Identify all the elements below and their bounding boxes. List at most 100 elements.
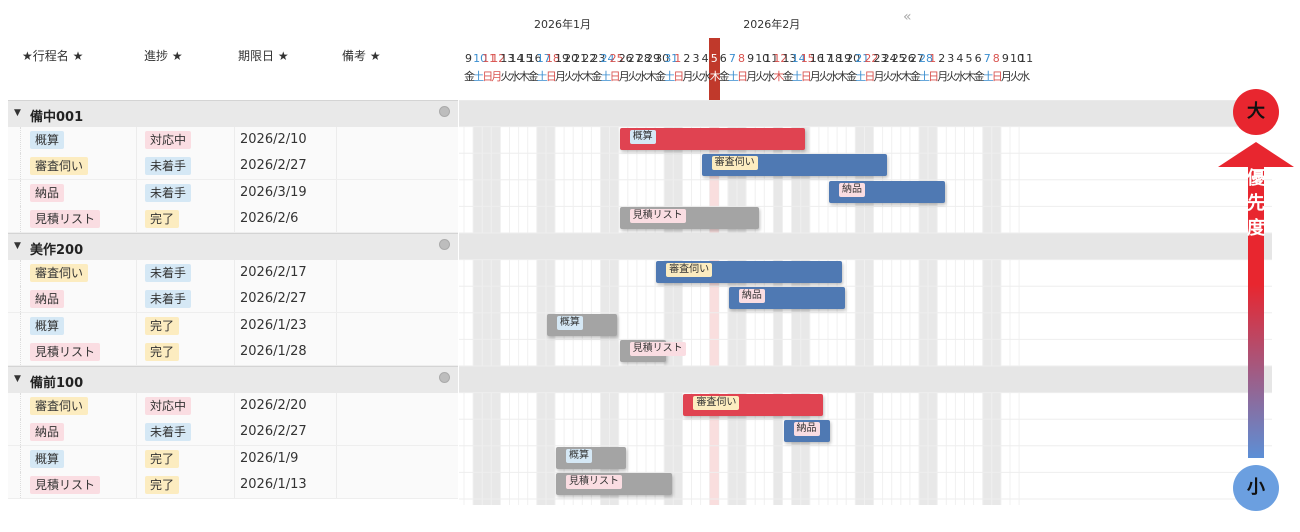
tree-line: [20, 259, 22, 286]
weekday-label: 金: [782, 70, 794, 83]
task-bar[interactable]: 見積リスト: [619, 207, 759, 230]
column-divider: [234, 206, 235, 233]
group-header[interactable]: ▼ 備中001: [8, 100, 458, 127]
today-marker: [708, 38, 720, 100]
task-row[interactable]: 納品 未着手 2026/2/27: [8, 286, 458, 314]
status-badge[interactable]: 未着手: [145, 263, 192, 282]
task-name-tag[interactable]: 概算: [30, 316, 65, 335]
status-badge[interactable]: 対応中: [145, 130, 192, 149]
day-number: 15: [800, 52, 815, 65]
day-number: 13: [500, 52, 515, 65]
task-row[interactable]: 審査伺い 未着手 2026/2/27: [8, 153, 458, 181]
deadline-date[interactable]: 2026/2/27: [240, 158, 307, 174]
task-bar[interactable]: 納品: [829, 180, 946, 203]
status-badge[interactable]: 完了: [145, 476, 180, 495]
group-menu-icon[interactable]: [439, 239, 450, 250]
group-header[interactable]: ▼ 美作200: [8, 233, 458, 260]
group-name: 美作200: [30, 243, 84, 258]
task-row[interactable]: 審査伺い 対応中 2026/2/20: [8, 392, 458, 420]
task-bar[interactable]: 納品: [783, 420, 830, 443]
task-name-tag[interactable]: 見積リスト: [30, 476, 101, 495]
task-bar[interactable]: 概算: [546, 313, 617, 336]
day-number: 2: [938, 52, 946, 65]
task-bar[interactable]: 審査伺い: [683, 393, 823, 416]
task-row[interactable]: 審査伺い 未着手 2026/2/17: [8, 259, 458, 287]
column-divider: [234, 392, 235, 419]
task-bar[interactable]: 見積リスト: [556, 473, 673, 496]
column-divider: [336, 286, 337, 313]
deadline-date[interactable]: 2026/2/17: [240, 264, 307, 280]
task-row[interactable]: 納品 未着手 2026/2/27: [8, 419, 458, 447]
weekday-label: 金: [591, 70, 603, 83]
weekday-label: 金: [909, 70, 921, 83]
task-row[interactable]: 見積リスト 完了 2026/1/13: [8, 472, 458, 500]
weekday-label: 水: [828, 70, 839, 83]
task-name-tag[interactable]: 概算: [30, 130, 65, 149]
task-name-tag[interactable]: 審査伺い: [30, 157, 89, 176]
tree-line: [20, 126, 22, 153]
group-menu-icon[interactable]: [439, 372, 450, 383]
deadline-date[interactable]: 2026/1/13: [240, 477, 307, 493]
task-name-tag[interactable]: 納品: [30, 183, 65, 202]
deadline-date[interactable]: 2026/2/10: [240, 131, 307, 147]
column-notes[interactable]: 備考 ★: [342, 49, 381, 63]
deadline-date[interactable]: 2026/1/23: [240, 317, 307, 333]
task-row[interactable]: 見積リスト 完了 2026/1/28: [8, 339, 458, 367]
tree-line: [20, 419, 22, 446]
deadline-date[interactable]: 2026/1/9: [240, 450, 299, 466]
status-badge[interactable]: 完了: [145, 343, 180, 362]
column-task-name[interactable]: ★行程名 ★: [22, 49, 84, 63]
status-badge[interactable]: 完了: [145, 316, 180, 335]
task-bar[interactable]: 審査伺い: [656, 260, 842, 283]
task-bar[interactable]: 納品: [728, 287, 845, 310]
column-divider: [136, 153, 137, 180]
task-row[interactable]: 概算 対応中 2026/2/10: [8, 126, 458, 154]
expand-triangle-icon[interactable]: ▼: [14, 108, 21, 118]
status-badge[interactable]: 未着手: [145, 290, 192, 309]
task-name-tag[interactable]: 見積リスト: [30, 343, 101, 362]
deadline-date[interactable]: 2026/3/19: [240, 184, 307, 200]
group-menu-icon[interactable]: [439, 106, 450, 117]
task-name-tag[interactable]: 審査伺い: [30, 263, 89, 282]
task-name-tag[interactable]: 見積リスト: [30, 210, 101, 229]
column-divider: [336, 179, 337, 206]
task-bar[interactable]: 概算: [556, 446, 626, 469]
status-badge[interactable]: 未着手: [145, 183, 192, 202]
weekday-label: 木: [964, 70, 976, 83]
status-badge[interactable]: 対応中: [145, 396, 192, 415]
day-number: 16: [809, 52, 824, 65]
deadline-date[interactable]: 2026/2/20: [240, 397, 307, 413]
tree-line: [20, 179, 22, 206]
task-bar[interactable]: 見積リスト: [619, 340, 686, 363]
status-badge[interactable]: 完了: [145, 210, 180, 229]
task-name-tag[interactable]: 納品: [30, 290, 65, 309]
day-number: 10: [473, 52, 488, 65]
column-divider: [234, 419, 235, 446]
task-row[interactable]: 概算 完了 2026/1/23: [8, 312, 458, 340]
group-header[interactable]: ▼ 備前100: [8, 366, 458, 393]
task-row[interactable]: 納品 未着手 2026/3/19: [8, 179, 458, 207]
collapse-pane-icon[interactable]: «: [903, 9, 912, 25]
task-name-tag[interactable]: 審査伺い: [30, 396, 89, 415]
status-badge[interactable]: 完了: [145, 449, 180, 468]
deadline-date[interactable]: 2026/2/6: [240, 211, 299, 227]
task-name-tag[interactable]: 概算: [30, 449, 65, 468]
column-progress[interactable]: 進捗 ★: [144, 49, 183, 63]
task-bar[interactable]: 審査伺い: [701, 154, 888, 177]
task-row[interactable]: 概算 完了 2026/1/9: [8, 445, 458, 473]
status-badge[interactable]: 未着手: [145, 423, 192, 442]
weekend-column: [600, 100, 610, 505]
expand-triangle-icon[interactable]: ▼: [14, 374, 21, 384]
deadline-date[interactable]: 2026/1/28: [240, 344, 307, 360]
task-name-tag[interactable]: 納品: [30, 423, 65, 442]
task-row[interactable]: 見積リスト 完了 2026/2/6: [8, 206, 458, 234]
column-deadline[interactable]: 期限日 ★: [238, 49, 289, 63]
weekday-label: 火: [564, 70, 576, 83]
day-number: 17: [536, 52, 551, 65]
expand-triangle-icon[interactable]: ▼: [14, 241, 21, 251]
column-divider: [136, 126, 137, 153]
deadline-date[interactable]: 2026/2/27: [240, 424, 307, 440]
task-bar[interactable]: 概算: [619, 127, 806, 150]
deadline-date[interactable]: 2026/2/27: [240, 291, 307, 307]
status-badge[interactable]: 未着手: [145, 157, 192, 176]
